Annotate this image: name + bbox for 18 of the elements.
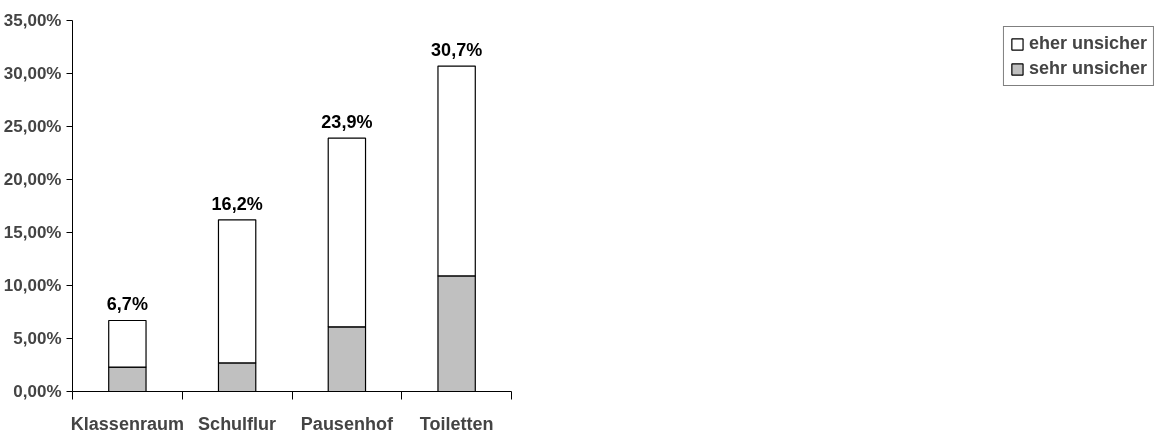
y-tick-label: 20,00% bbox=[3, 170, 62, 189]
total-label: 30,7% bbox=[431, 40, 483, 61]
y-tick-label: 30,00% bbox=[3, 64, 62, 83]
legend-label: eher unsicher bbox=[1028, 33, 1147, 54]
y-tick-label: 15,00% bbox=[3, 223, 62, 242]
y-tick-label: 35,00% bbox=[3, 11, 62, 30]
total-label: 6,7% bbox=[106, 294, 148, 315]
x-tick-label: Pausenhof bbox=[300, 413, 394, 434]
y-tick-label: 0,00% bbox=[13, 382, 62, 401]
x-tick-label: Klassenraum bbox=[70, 413, 184, 434]
total-label: 16,2% bbox=[211, 193, 263, 214]
total-label: 23,9% bbox=[321, 112, 373, 133]
y-tick-label: 5,00% bbox=[13, 329, 62, 348]
y-tick-label: 10,00% bbox=[3, 276, 62, 295]
x-tick-label: Schulflur bbox=[198, 413, 277, 434]
x-tick-label: Toiletten bbox=[419, 413, 494, 434]
legend-label: sehr unsicher bbox=[1028, 58, 1147, 79]
y-tick-label: 25,00% bbox=[3, 117, 62, 136]
